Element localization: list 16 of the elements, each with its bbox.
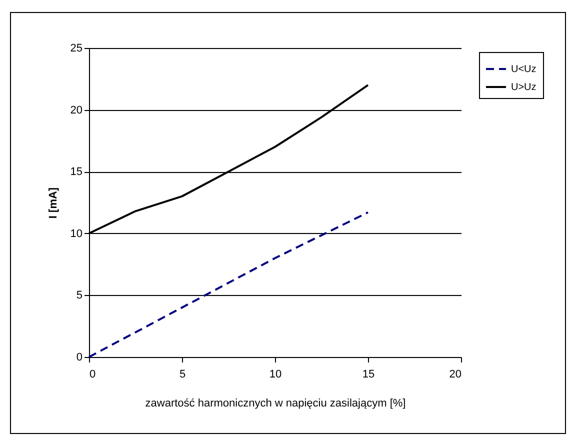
y-tick-label: 5 — [76, 290, 82, 302]
line-series — [88, 211, 369, 358]
y-tick-label: 20 — [70, 104, 82, 116]
y-tick-label: 0 — [76, 352, 82, 364]
x-tick-label: 20 — [449, 368, 462, 380]
x-axis-title: zawartość harmonicznych w napięciu zasilającym [%] — [145, 398, 406, 410]
y-tick-label: 15 — [70, 166, 82, 178]
x-tick-label: 15 — [362, 368, 375, 380]
legend-label: U>Uz — [511, 82, 536, 93]
x-tick-label: 10 — [269, 368, 282, 380]
legend-label: U<Uz — [511, 64, 536, 75]
y-tick-label: 10 — [70, 228, 82, 240]
y-axis-title: I [mA] — [47, 187, 60, 219]
x-tick-label: 0 — [90, 368, 96, 380]
x-tick-label: 5 — [179, 368, 186, 380]
y-tick-label: 25 — [70, 42, 82, 54]
